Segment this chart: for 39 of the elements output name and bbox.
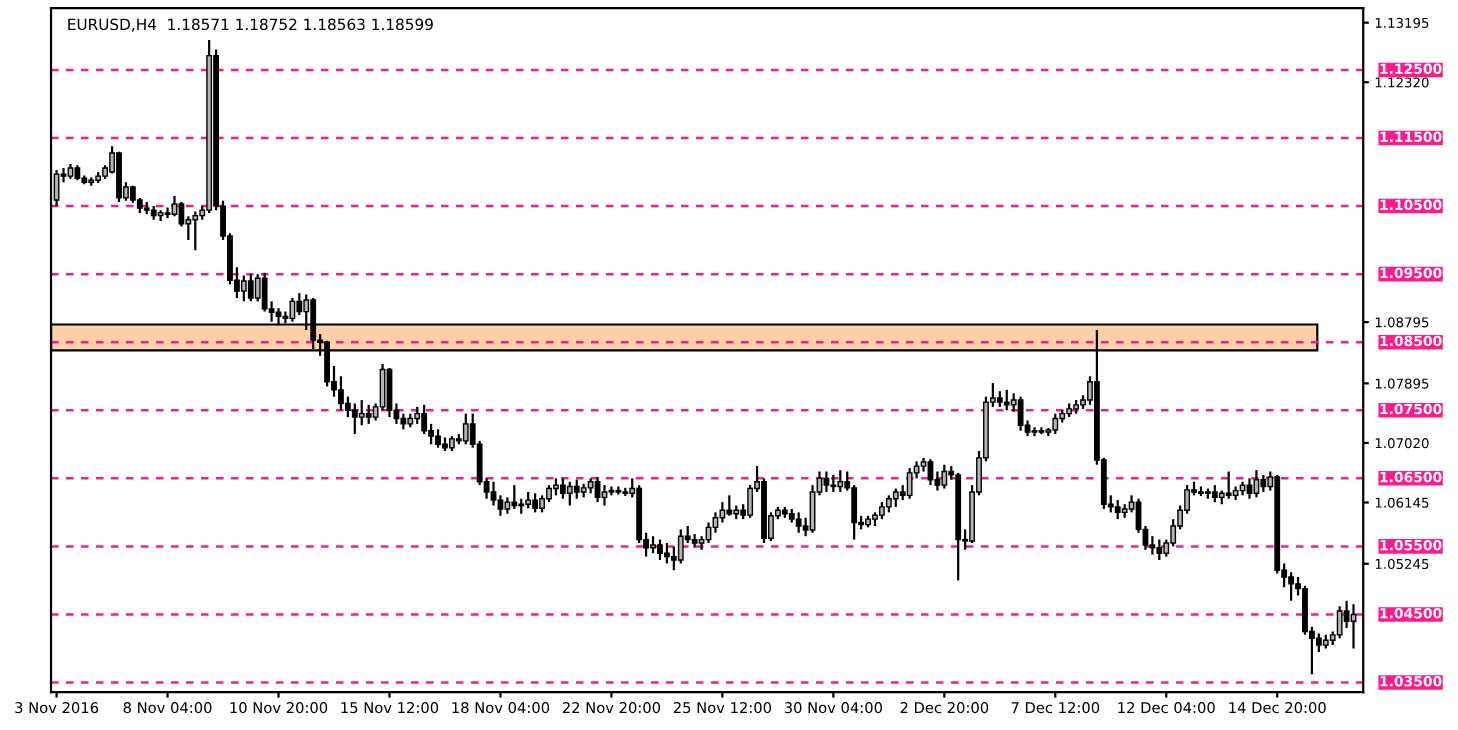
candlestick (532, 492, 539, 514)
candlestick (663, 541, 670, 565)
candlestick (358, 398, 365, 427)
candlestick (1052, 412, 1059, 436)
candlestick (351, 402, 358, 436)
candlestick (1225, 470, 1232, 500)
candlestick (1003, 388, 1010, 412)
candlestick (192, 210, 199, 252)
candlestick (171, 194, 178, 218)
candlestick (1114, 499, 1121, 521)
candlestick (511, 484, 518, 511)
candlestick (254, 273, 261, 303)
candlestick (941, 463, 948, 490)
candlestick (1156, 538, 1163, 562)
candlestick (1336, 605, 1343, 640)
candlestick (462, 412, 469, 446)
candlestick (365, 403, 372, 425)
candlestick (1017, 395, 1024, 432)
candlestick (435, 428, 441, 449)
candlestick (421, 403, 428, 436)
candlestick (1246, 477, 1253, 500)
candlestick (795, 511, 802, 534)
candlestick (164, 206, 171, 220)
candlestick (247, 273, 254, 303)
candlestick (906, 467, 913, 500)
candlestick (837, 469, 844, 494)
candlestick (657, 538, 663, 562)
candlestick (240, 274, 247, 303)
candlestick (116, 150, 122, 204)
candlestick (726, 494, 733, 517)
candlestick (573, 478, 580, 500)
candlestick (296, 292, 303, 317)
candlestick (892, 487, 899, 509)
candlestick (1031, 426, 1038, 438)
candlestick (601, 484, 608, 507)
candlestick (559, 477, 566, 500)
candlestick (677, 528, 684, 565)
candlestick (566, 480, 573, 507)
candlestick (1288, 571, 1295, 602)
